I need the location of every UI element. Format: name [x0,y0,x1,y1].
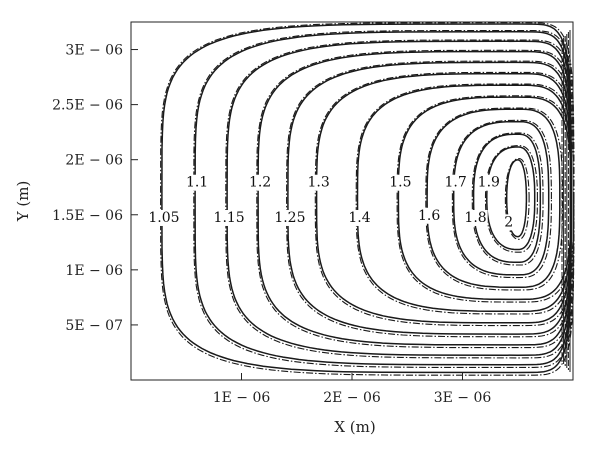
contour-line-2 [505,159,528,238]
contour-line-1.05 [161,23,572,374]
contour-label-1.05: 1.05 [148,210,179,226]
contour-line-dashed-1.8 [471,132,544,266]
contour-line-1.2 [257,50,572,346]
contour-label-bg-1.1 [184,174,210,191]
contour-line-dashed-1.6 [425,107,564,291]
contour-line-1.25 [287,61,572,335]
contour-label-bg-1.25 [273,209,307,226]
x-tick-label-1: 2E − 06 [323,390,381,406]
contour-line-dashed-1.15 [225,39,575,359]
contour-labels: 1.05 1.1 1.15 1.2 1.25 1.3 1.4 1.5 1.6 1.7 1.8 1.9 2 [147,174,515,231]
y-tick-label-0: 5E − 07 [65,318,123,334]
contour-label-1.5: 1.5 [389,175,411,191]
contour-line-dashed-1.5 [396,95,575,303]
contour-label-bg-1.6 [417,207,442,224]
x-tick-label-2: 3E − 06 [434,390,492,406]
y-axis-title: Y (m) [14,181,32,223]
contour-label-1.9: 1.9 [478,175,500,191]
contour-line-dashed-1.2 [256,49,575,349]
contour-line-1.5 [397,96,572,301]
contour-lines [160,22,575,376]
contour-line-dashed-1.1 [193,29,575,368]
contour-label-bg-1.9 [476,174,501,191]
contour-label-bg-2 [503,214,515,231]
contour-line-1.15 [226,40,572,356]
contour-label-bg-1.05 [147,209,181,226]
contour-line-1.9 [486,146,536,251]
contour-line-1.4 [356,84,572,312]
y-tick-label-4: 2.5E − 06 [52,98,123,114]
contour-label-1.3: 1.3 [308,175,330,191]
y-tick-label-3: 2E − 06 [65,153,123,169]
contour-label-1.1: 1.1 [186,175,208,191]
contour-label-2: 2 [504,214,513,230]
contour-label-bg-1.4 [347,209,372,226]
contour-line-dashed-1.05 [160,22,575,376]
contour-line-1.1 [194,31,572,366]
contour-line-dashed-2 [504,158,530,240]
contour-label-bg-1.3 [306,174,331,191]
contour-line-1.3 [315,72,572,324]
contour-line-dashed-1.3 [314,71,575,327]
contour-line-dashed-1.25 [286,60,575,338]
contour-line-dashed-1.4 [355,83,575,315]
contour-label-1.7: 1.7 [445,175,467,191]
y-tick-label-5: 3E − 06 [65,43,123,59]
contour-label-bg-1.5 [388,174,413,191]
contour-line-dashed-1.7 [451,119,552,279]
contour-label-bg-1.2 [247,174,273,191]
contour-label-bg-1.7 [443,174,468,191]
contour-line-dashed-1.9 [484,145,538,253]
contour-label-1.6: 1.6 [418,208,440,224]
contour-label-1.25: 1.25 [274,210,305,226]
y-tick-label-2: 1.5E − 06 [52,208,123,224]
contour-line-1.6 [426,108,561,288]
contour-label-1.15: 1.15 [214,210,245,226]
contour-label-1.2: 1.2 [249,175,271,191]
contour-label-bg-1.15 [212,209,246,226]
contour-line-1.7 [452,120,550,276]
y-tick-label-1: 1E − 06 [65,263,123,279]
contour-label-1.8: 1.8 [464,210,486,226]
contour-label-bg-1.8 [463,209,488,226]
contour-line-1.8 [472,133,542,264]
contour-label-1.4: 1.4 [348,210,370,226]
x-axis-title: X (m) [334,418,375,436]
x-tick-label-0: 1E − 06 [213,390,271,406]
axis-ticks: 1E − 06 2E − 06 3E − 06 5E − 07 1E − 06 1.5E … [52,43,491,406]
